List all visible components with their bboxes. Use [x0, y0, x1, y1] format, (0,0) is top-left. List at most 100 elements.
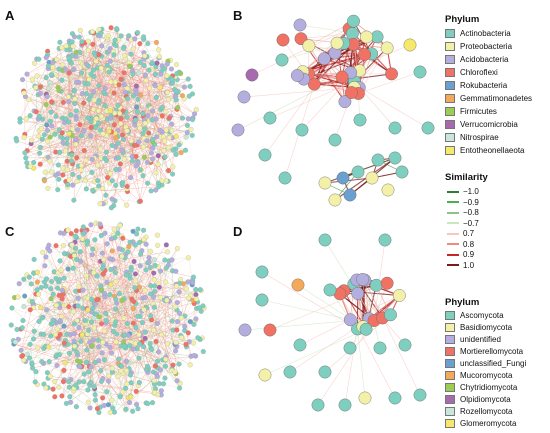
network-edge [94, 239, 127, 273]
network-node [50, 59, 56, 65]
network-node [77, 359, 83, 365]
network-node [56, 176, 62, 182]
network-node [142, 53, 148, 59]
network-node [70, 265, 76, 271]
network-node [124, 128, 130, 134]
network-node [50, 64, 56, 70]
network-node [120, 180, 126, 186]
network-node [178, 335, 184, 341]
network-node [147, 264, 153, 270]
network-node [176, 289, 182, 295]
network-node [35, 345, 41, 351]
network-node [41, 178, 47, 184]
network-node [152, 262, 158, 268]
network-node [64, 167, 70, 173]
network-node [98, 146, 104, 152]
network-node [37, 90, 43, 96]
network-node [88, 319, 94, 325]
network-node [148, 313, 154, 319]
network-node [141, 154, 147, 160]
network-node [136, 332, 142, 338]
network-node [113, 339, 119, 345]
network-node [86, 96, 92, 102]
network-node [142, 329, 148, 335]
network-node [148, 291, 154, 297]
network-node [45, 63, 51, 69]
network-node [151, 378, 157, 384]
network-node [108, 236, 114, 242]
network-node [107, 344, 113, 350]
network-edge [357, 293, 391, 316]
network-node [83, 61, 89, 67]
network-node [103, 311, 109, 317]
network-node [163, 242, 169, 248]
network-edge [357, 328, 366, 399]
network-edge [106, 62, 130, 161]
network-node [80, 224, 86, 230]
network-node [245, 68, 259, 82]
network-node [302, 39, 316, 53]
network-node [62, 66, 68, 72]
network-edge [131, 254, 141, 343]
network-node [103, 192, 109, 198]
network-node [154, 358, 160, 364]
network-node [105, 402, 111, 408]
network-node [113, 182, 119, 188]
network-node [163, 109, 169, 115]
network-node [135, 160, 141, 166]
network-edge [152, 110, 170, 138]
network-node [97, 201, 103, 207]
network-node [72, 100, 78, 106]
network-node [154, 320, 160, 326]
network-node [91, 97, 97, 103]
network-node [152, 289, 158, 295]
network-edge [117, 305, 204, 377]
similarity-line-sample [447, 253, 459, 256]
network-node [56, 87, 62, 93]
network-node [63, 148, 69, 154]
phylum-fungi-legend-item: Rozellomycota [445, 407, 512, 416]
network-node [26, 274, 32, 280]
network-node [43, 55, 49, 61]
network-node [99, 321, 105, 327]
network-node [113, 135, 119, 141]
network-node [169, 257, 175, 263]
network-node [82, 318, 88, 324]
network-node [92, 301, 98, 307]
network-node [52, 394, 58, 400]
network-node [40, 249, 46, 255]
network-node [183, 341, 189, 347]
network-edge [39, 133, 70, 148]
network-node [45, 154, 51, 160]
network-edge [68, 100, 95, 181]
network-node [119, 363, 125, 369]
network-node [43, 283, 49, 289]
network-edge [128, 323, 158, 398]
network-node [185, 330, 191, 336]
network-node [130, 228, 136, 234]
network-node [187, 83, 193, 89]
network-node [79, 163, 85, 169]
network-node [47, 373, 53, 379]
network-node [60, 99, 66, 105]
network-edge [81, 141, 153, 166]
network-node [154, 134, 160, 140]
network-node [193, 292, 199, 298]
network-node [169, 121, 175, 127]
network-node [73, 116, 79, 122]
network-edge [119, 291, 180, 366]
network-edge [54, 68, 60, 135]
network-node [191, 353, 197, 359]
network-node [73, 141, 79, 147]
network-node [52, 131, 58, 137]
network-node [108, 266, 114, 272]
network-node [184, 122, 190, 128]
network-node [143, 241, 149, 247]
network-node [101, 402, 107, 408]
network-edge [50, 375, 71, 380]
legend-label: unidentified [460, 335, 501, 344]
network-node [95, 178, 101, 184]
network-edge [61, 334, 83, 396]
network-node [152, 363, 158, 369]
network-node [380, 41, 394, 55]
